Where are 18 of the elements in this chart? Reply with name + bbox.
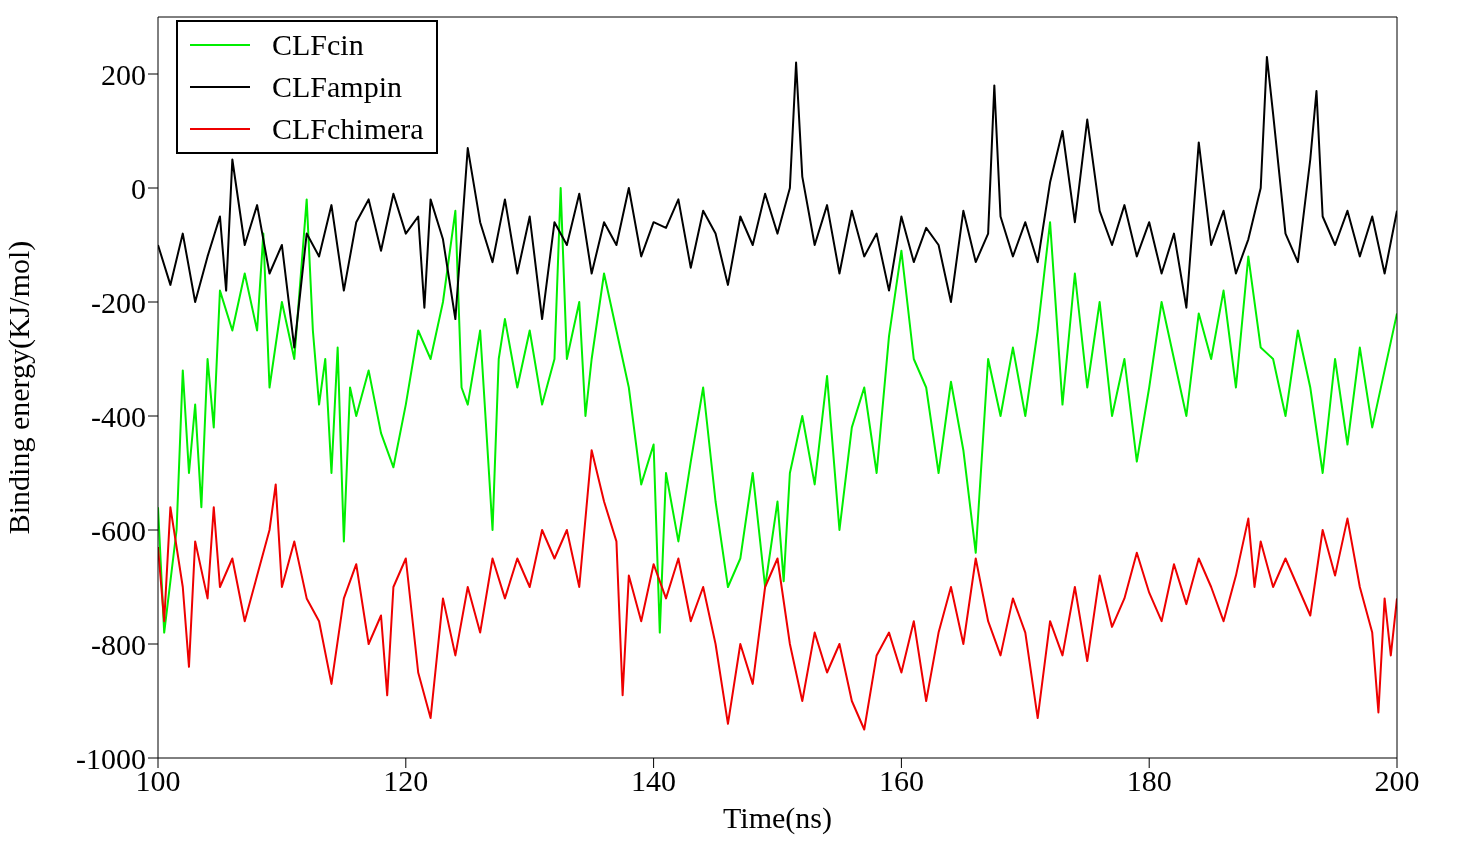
x-axis-title: Time(ns) bbox=[723, 801, 832, 835]
x-tick-label: 200 bbox=[1374, 764, 1420, 798]
x-tick-label: 140 bbox=[631, 764, 677, 798]
x-tick-label: 160 bbox=[878, 764, 924, 798]
y-tick-label: 200 bbox=[101, 57, 146, 91]
y-tick-label: -200 bbox=[91, 285, 146, 319]
line-series bbox=[158, 187, 1397, 634]
y-axis-title: Binding energy(KJ/mol) bbox=[1, 240, 36, 535]
legend-label: CLFampin bbox=[272, 69, 403, 105]
y-tick-label: -400 bbox=[91, 399, 146, 433]
legend-label: CLFcin bbox=[272, 27, 364, 63]
y-tick-label: 0 bbox=[131, 171, 146, 205]
x-tick-label: 180 bbox=[1126, 764, 1172, 798]
y-tick-label: -600 bbox=[91, 513, 146, 547]
x-tick-label: 120 bbox=[383, 764, 429, 798]
line-series bbox=[158, 449, 1397, 731]
y-tick-label: -800 bbox=[91, 627, 146, 661]
legend-label: CLFchimera bbox=[272, 111, 424, 147]
